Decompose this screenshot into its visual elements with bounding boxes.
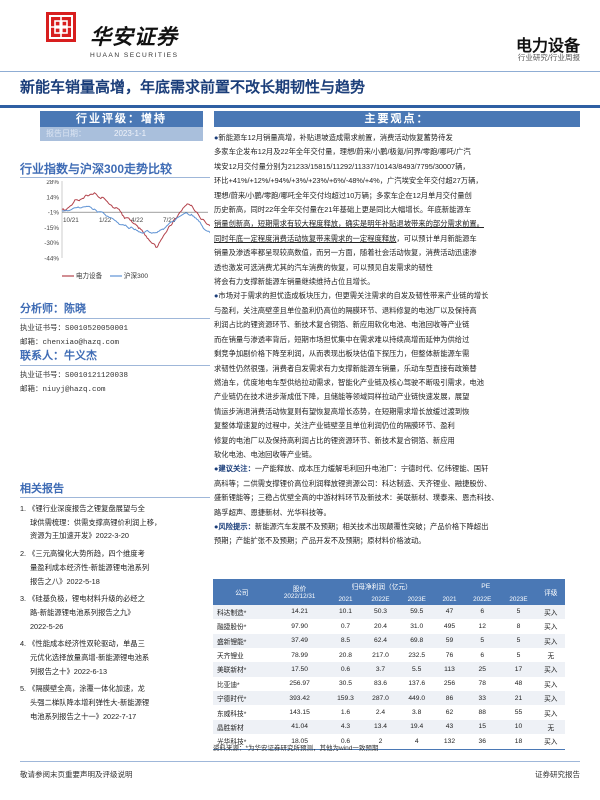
svg-text:-30%: -30% <box>44 240 59 247</box>
svg-text:28%: 28% <box>46 180 59 186</box>
svg-text:10/21: 10/21 <box>63 217 79 224</box>
svg-text:-1%: -1% <box>48 210 60 217</box>
svg-text:-44%: -44% <box>44 256 59 263</box>
svg-text:1/22: 1/22 <box>99 217 112 224</box>
svg-text:-15%: -15% <box>44 225 59 232</box>
svg-text:14%: 14% <box>46 194 59 201</box>
